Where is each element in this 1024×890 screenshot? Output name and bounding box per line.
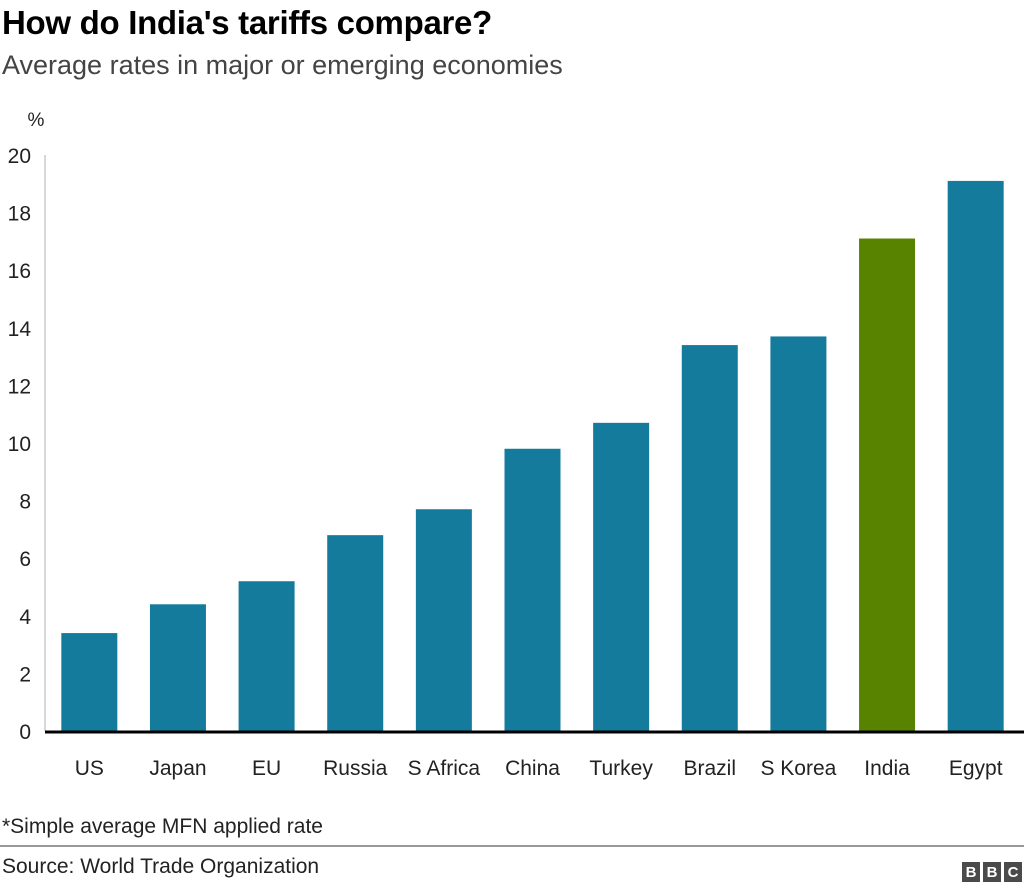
x-tick-label: S Korea	[760, 757, 836, 780]
y-axis-label: %	[28, 110, 45, 131]
x-tick-label: Egypt	[949, 757, 1003, 780]
y-tick-label: 2	[19, 663, 31, 686]
x-tick-label: India	[864, 757, 910, 780]
x-tick-label: China	[505, 757, 560, 780]
source-text: Source: World Trade Organization	[2, 855, 320, 878]
bar-japan	[149, 604, 206, 731]
bar-brazil	[681, 345, 738, 731]
bbc-logo-letter: C	[1004, 862, 1022, 882]
y-tick-label: 18	[8, 203, 31, 226]
bar-china	[504, 448, 561, 731]
bar-india	[859, 238, 916, 731]
bar-chart: % 0 2 4 6 8 10 12 14 16 18 20 US Japan EU Russia S Afr…	[8, 110, 1024, 780]
x-tick-label: Russia	[323, 757, 388, 780]
bar-us	[61, 633, 118, 731]
y-tick-label: 8	[19, 491, 31, 514]
x-tick-label: EU	[252, 757, 281, 780]
y-tick-label: 4	[19, 606, 31, 629]
bar-russia	[327, 535, 384, 731]
x-tick-label: Japan	[149, 757, 206, 780]
footnote: *Simple average MFN applied rate	[2, 815, 323, 838]
y-tick-label: 6	[19, 548, 31, 571]
bar-s-korea	[770, 336, 827, 731]
x-tick-label: S Africa	[408, 757, 481, 780]
x-tick-label: Brazil	[684, 757, 737, 780]
y-tick-label: 20	[8, 145, 31, 168]
x-tick-label: Turkey	[589, 757, 653, 780]
bar-turkey	[593, 422, 650, 731]
chart-title: How do India's tariffs compare?	[2, 4, 492, 41]
y-tick-label: 14	[8, 318, 32, 341]
y-tick-label: 0	[19, 721, 31, 744]
x-tick-label: US	[75, 757, 104, 780]
chart-subtitle: Average rates in major or emerging econo…	[2, 50, 563, 80]
bar-egypt	[947, 180, 1004, 732]
bbc-logo: B B C	[962, 862, 1022, 882]
bbc-logo-letter: B	[983, 862, 1001, 882]
bar-s-africa	[415, 509, 472, 731]
bar-eu	[238, 581, 295, 731]
y-tick-label: 16	[8, 260, 31, 283]
bbc-logo-letter: B	[962, 862, 980, 882]
y-tick-label: 10	[8, 433, 31, 456]
y-tick-label: 12	[8, 375, 31, 398]
footer-divider	[0, 845, 1024, 847]
